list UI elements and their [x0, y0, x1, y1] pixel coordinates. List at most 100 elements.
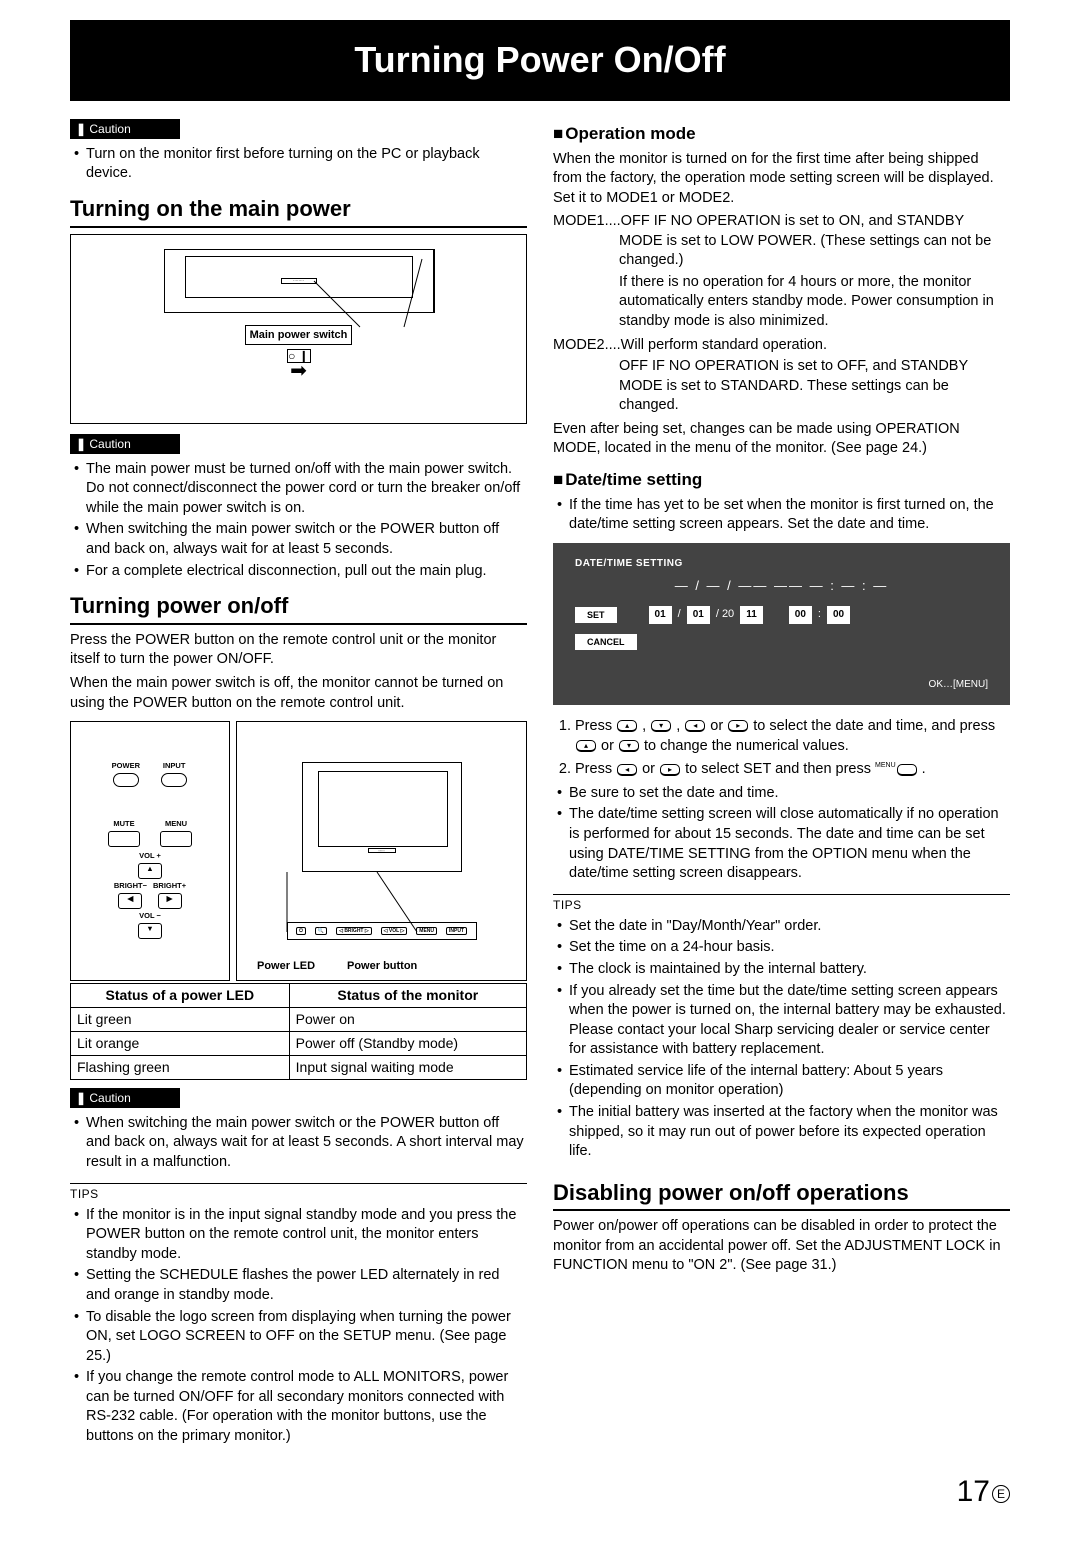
monitor-panel-diagram: ∙∙∙∙∙∙∙∙ ⏻🔍◁ BRIGHT ▷◁ VOL ▷MENUINPUT Po…	[236, 721, 527, 981]
mode2-text: OFF IF NO OPERATION is set to OFF, and S…	[553, 357, 1010, 416]
cancel-button[interactable]: CANCEL	[575, 634, 637, 650]
right-column: Operation mode When the monitor is turne…	[553, 119, 1010, 1457]
body-text: When the main power switch is off, the m…	[70, 674, 527, 713]
caution-item: When switching the main power switch or …	[70, 520, 527, 559]
screen-title: DATE/TIME SETTING	[575, 557, 988, 571]
right-key-icon: ▸	[728, 720, 748, 732]
sep: / 20	[716, 607, 734, 622]
cell: Flashing green	[71, 1055, 290, 1079]
remote-diagram-row: POWER INPUT MUTE MENU VOL + ▲ BRIGHT−◀ B…	[70, 721, 527, 981]
left-key-icon: ◂	[685, 720, 705, 732]
heading-main-power: Turning on the main power	[70, 194, 527, 228]
heading-operation-mode: Operation mode	[553, 123, 1010, 146]
body-text: Power on/power off operations can be dis…	[553, 1217, 1010, 1276]
ir-panel: ∙∙∙∙∙∙∙∙	[281, 278, 317, 284]
tv-screen	[185, 256, 413, 298]
tips-banner-1: TIPS	[70, 1183, 527, 1202]
heading-datetime: Date/time setting	[553, 469, 1010, 492]
power-button-label: Power button	[347, 959, 417, 974]
tip-item: If you already set the time but the date…	[553, 982, 1010, 1060]
caution-banner-1: Caution	[70, 119, 180, 139]
arrow-icon: ➡	[290, 365, 307, 377]
heading-power-onoff: Turning power on/off	[70, 591, 527, 625]
caution-item: The main power must be turned on/off wit…	[70, 460, 527, 519]
cell: Lit orange	[71, 1031, 290, 1055]
body-text: Press the POWER button on the remote con…	[70, 631, 527, 670]
down-key-icon: ▾	[651, 720, 671, 732]
cell: Lit green	[71, 1007, 290, 1031]
datetime-intro: If the time has yet to be set when the m…	[553, 496, 1010, 535]
sep: /	[678, 607, 681, 622]
down-key-icon: ▾	[619, 740, 639, 752]
tips-2-list: Set the date in "Day/Month/Year" order. …	[553, 917, 1010, 1162]
heading-disable: Disabling power on/off operations	[553, 1178, 1010, 1212]
tips-1-list: If the monitor is in the input signal st…	[70, 1206, 527, 1447]
tv-outline: ∙∙∙∙∙∙∙∙	[164, 249, 434, 313]
minute-field[interactable]: 00	[827, 606, 850, 624]
table-row: Flashing greenInput signal waiting mode	[71, 1055, 527, 1079]
note-item: The date/time setting screen will close …	[553, 805, 1010, 883]
led-label: Power LED	[257, 959, 315, 974]
table-header: Status of the monitor	[289, 984, 526, 1008]
tip-item: Setting the SCHEDULE flashes the power L…	[70, 1266, 527, 1305]
cell: Power off (Standby mode)	[289, 1031, 526, 1055]
label: VOL +	[139, 851, 161, 861]
up-key-icon: ▴	[576, 740, 596, 752]
year-field[interactable]: 11	[740, 606, 763, 624]
caution-item: Turn on the monitor first before turning…	[70, 145, 527, 184]
cancel-row: CANCEL	[575, 634, 988, 650]
datetime-steps: Press ▴ , ▾ , ◂ or ▸ to select the date …	[553, 717, 1010, 780]
menu-label: MENU	[875, 763, 896, 770]
label: VOL −	[139, 911, 161, 921]
main-power-diagram: ∙∙∙∙∙∙∙∙ Main power switch ○ ❙ ➡	[70, 234, 527, 424]
label: MENU	[165, 819, 187, 828]
left-key-icon: ◂	[617, 764, 637, 776]
content-columns: Caution Turn on the monitor first before…	[70, 119, 1010, 1457]
hour-field[interactable]: 00	[789, 606, 812, 624]
caution-2-list: The main power must be turned on/off wit…	[70, 460, 527, 581]
body-text: Even after being set, changes can be mad…	[553, 420, 1010, 459]
label: BRIGHT−	[114, 881, 147, 890]
page-number: 17E	[70, 1472, 1010, 1513]
step-1: Press ▴ , ▾ , ◂ or ▸ to select the date …	[575, 717, 1010, 756]
table-row: Lit greenPower on	[71, 1007, 527, 1031]
table-row: Lit orangePower off (Standby mode)	[71, 1031, 527, 1055]
sep: :	[818, 607, 821, 622]
caution-banner-2: Caution	[70, 434, 180, 454]
tip-item: Set the time on a 24-hour basis.	[553, 938, 1010, 958]
tip-item: Set the date in "Day/Month/Year" order.	[553, 917, 1010, 937]
left-column: Caution Turn on the monitor first before…	[70, 119, 527, 1457]
step-2: Press ◂ or ▸ to select SET and then pres…	[575, 760, 1010, 780]
tip-item: The initial battery was inserted at the …	[553, 1103, 1010, 1162]
caution-3-list: When switching the main power switch or …	[70, 1114, 527, 1173]
label: POWER	[112, 761, 140, 770]
label: INPUT	[163, 761, 186, 770]
datetime-screen: DATE/TIME SETTING — / — / —— —— — : — : …	[553, 543, 1010, 705]
tip-item: If the monitor is in the input signal st…	[70, 1206, 527, 1265]
caution-item: When switching the main power switch or …	[70, 1114, 527, 1173]
remote-control-diagram: POWER INPUT MUTE MENU VOL + ▲ BRIGHT−◀ B…	[70, 721, 230, 981]
button-panel: ⏻🔍◁ BRIGHT ▷◁ VOL ▷MENUINPUT	[287, 922, 477, 940]
tip-item: To disable the logo screen from displayi…	[70, 1308, 527, 1367]
mode1-text: MODE1....OFF IF NO OPERATION is set to O…	[553, 212, 1010, 271]
tip-item: Estimated service life of the internal b…	[553, 1062, 1010, 1101]
cell: Input signal waiting mode	[289, 1055, 526, 1079]
datetime-notes: Be sure to set the date and time. The da…	[553, 784, 1010, 884]
tips-banner-2: TIPS	[553, 894, 1010, 913]
note-item: Be sure to set the date and time.	[553, 784, 1010, 804]
up-key-icon: ▴	[617, 720, 637, 732]
set-button[interactable]: SET	[575, 607, 617, 623]
label: MUTE	[113, 819, 134, 828]
tip-item: If you change the remote control mode to…	[70, 1368, 527, 1446]
month-field[interactable]: 01	[687, 606, 710, 624]
caution-banner-3: Caution	[70, 1088, 180, 1108]
right-key-icon: ▸	[660, 764, 680, 776]
cell: Power on	[289, 1007, 526, 1031]
switch-label: Main power switch	[245, 325, 353, 346]
day-field[interactable]: 01	[649, 606, 672, 624]
caution-1-list: Turn on the monitor first before turning…	[70, 145, 527, 184]
caution-item: For a complete electrical disconnection,…	[70, 562, 527, 582]
tip-item: The clock is maintained by the internal …	[553, 960, 1010, 980]
page-title: Turning Power On/Off	[70, 20, 1010, 101]
table-header: Status of a power LED	[71, 984, 290, 1008]
